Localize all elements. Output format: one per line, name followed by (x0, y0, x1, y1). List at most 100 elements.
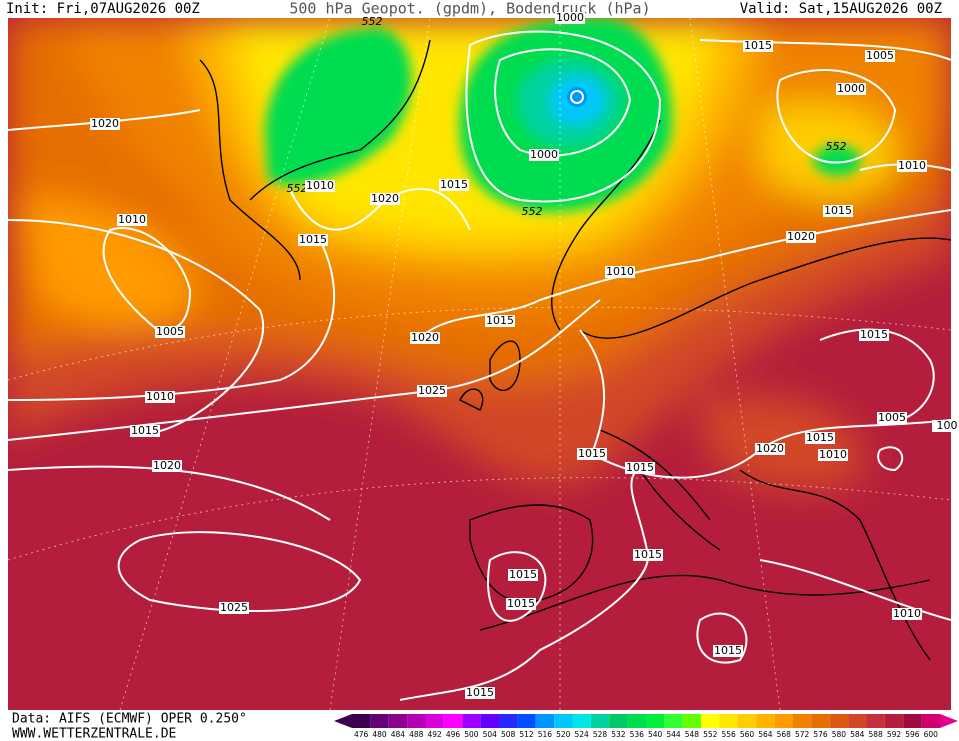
scale-swatch (756, 714, 775, 728)
scale-swatch (664, 714, 683, 728)
scale-label: 560 (740, 730, 755, 739)
isobar-label: 1015 (486, 314, 514, 327)
scale-label: 528 (593, 730, 608, 739)
scale-label: 480 (372, 730, 387, 739)
isobar-label-bg (755, 443, 785, 455)
scale-swatch (829, 714, 849, 728)
scale-swatch (499, 714, 518, 728)
scale-arrow-left (334, 714, 352, 728)
isobar-label-bg (305, 180, 335, 192)
scale-swatch (443, 714, 463, 728)
isobar-label-bg (370, 193, 400, 205)
scale-label: 548 (685, 730, 700, 739)
scale-swatch (793, 714, 812, 728)
isobar-label-bg (155, 326, 185, 338)
isobar-label-bg (439, 179, 469, 191)
isobar-label: 1010 (118, 213, 146, 226)
isobar-label: 1015 (806, 431, 834, 444)
isobar-label-bg (625, 462, 655, 474)
scale-label: 536 (630, 730, 645, 739)
scale-label: 516 (538, 730, 553, 739)
isobar-label: 552 (362, 15, 383, 28)
scale-label: 588 (869, 730, 884, 739)
scale-label: 568 (777, 730, 792, 739)
isobar-label-bg (529, 149, 559, 161)
scale-label: 476 (354, 730, 369, 739)
scale-label: 504 (483, 730, 498, 739)
isobar-label-bg (859, 329, 889, 341)
isobar-label-bg (130, 425, 160, 437)
scale-label: 488 (409, 730, 424, 739)
isobar-label-bg (555, 12, 585, 24)
isobar-label-bg (865, 50, 895, 62)
scale-swatch (535, 714, 555, 728)
isobar-label: 1015 (131, 424, 159, 437)
isobar-label-bg (577, 448, 607, 460)
isobar-label: 1015 (626, 461, 654, 474)
isobar-label-bg (90, 118, 120, 130)
isobar-label-bg (485, 315, 515, 327)
scale-swatch (921, 714, 940, 728)
isobar-label-bg (713, 645, 743, 657)
scale-label: 492 (428, 730, 443, 739)
isobar-label-bg (786, 231, 816, 243)
scale-swatch (646, 714, 665, 728)
scale-label: 552 (703, 730, 718, 739)
scale-label: 592 (887, 730, 902, 739)
isobar-label: 1015 (440, 178, 468, 191)
isobar-label: 1015 (507, 597, 535, 610)
isobar-label-bg (633, 549, 663, 561)
isobar-label: 1010 (819, 448, 847, 461)
scale-swatch (682, 714, 702, 728)
scale-swatch (517, 714, 536, 728)
isobar-label: 1025 (418, 384, 446, 397)
isobar-label: 1015 (299, 233, 327, 246)
scale-swatch (737, 714, 757, 728)
scale-swatch (866, 714, 885, 728)
isobar-label: 1015 (578, 447, 606, 460)
isobar-label: 1010 (306, 179, 334, 192)
scale-label: 544 (666, 730, 681, 739)
isobar-label: 1000 (556, 11, 584, 24)
graticule (8, 18, 951, 710)
scale-swatch (590, 714, 610, 728)
scale-label: 496 (446, 730, 461, 739)
scale-label: 508 (501, 730, 516, 739)
isobar-label: 1015 (466, 686, 494, 699)
isobar-label: 1020 (371, 192, 399, 205)
scale-label: 584 (850, 730, 865, 739)
isobar-label-bg (892, 608, 922, 620)
scale-label: 576 (813, 730, 828, 739)
scale-label: 556 (722, 730, 737, 739)
scale-swatch (903, 714, 922, 728)
init-time: Init: Fri,07AUG2026 00Z (6, 1, 200, 17)
scale-swatch (627, 714, 646, 728)
scale-label: 596 (905, 730, 920, 739)
scale-label: 512 (519, 730, 534, 739)
scale-swatch (352, 714, 371, 728)
isobar-label: 1005 (866, 49, 894, 62)
scale-swatch (388, 714, 408, 728)
isobar-label: 1015 (509, 568, 537, 581)
isobar-label: 1010 (146, 390, 174, 403)
coastlines (199, 39, 951, 661)
scale-label: 540 (648, 730, 663, 739)
isobar-label-bg (152, 460, 182, 472)
isobar-label-bg (932, 420, 959, 432)
scale-label: 600 (924, 730, 939, 739)
isobar-label: 1000 (530, 148, 558, 161)
isobar-label: 1010 (893, 607, 921, 620)
isobar-label: 552 (826, 140, 847, 153)
scale-swatch (719, 714, 738, 728)
scale-label: 484 (391, 730, 406, 739)
scale-swatch (701, 714, 720, 728)
data-source: Data: AIFS (ECMWF) OPER 0.250° (12, 712, 247, 727)
scale-swatch (462, 714, 481, 728)
isobar-label-bg (410, 332, 440, 344)
scale-swatch (370, 714, 389, 728)
isobar-label-bg (465, 687, 495, 699)
site-name: WWW.WETTERZENTRALE.DE (12, 727, 176, 741)
isobar-label: 1015 (824, 204, 852, 217)
isobar-label-bg (298, 234, 328, 246)
